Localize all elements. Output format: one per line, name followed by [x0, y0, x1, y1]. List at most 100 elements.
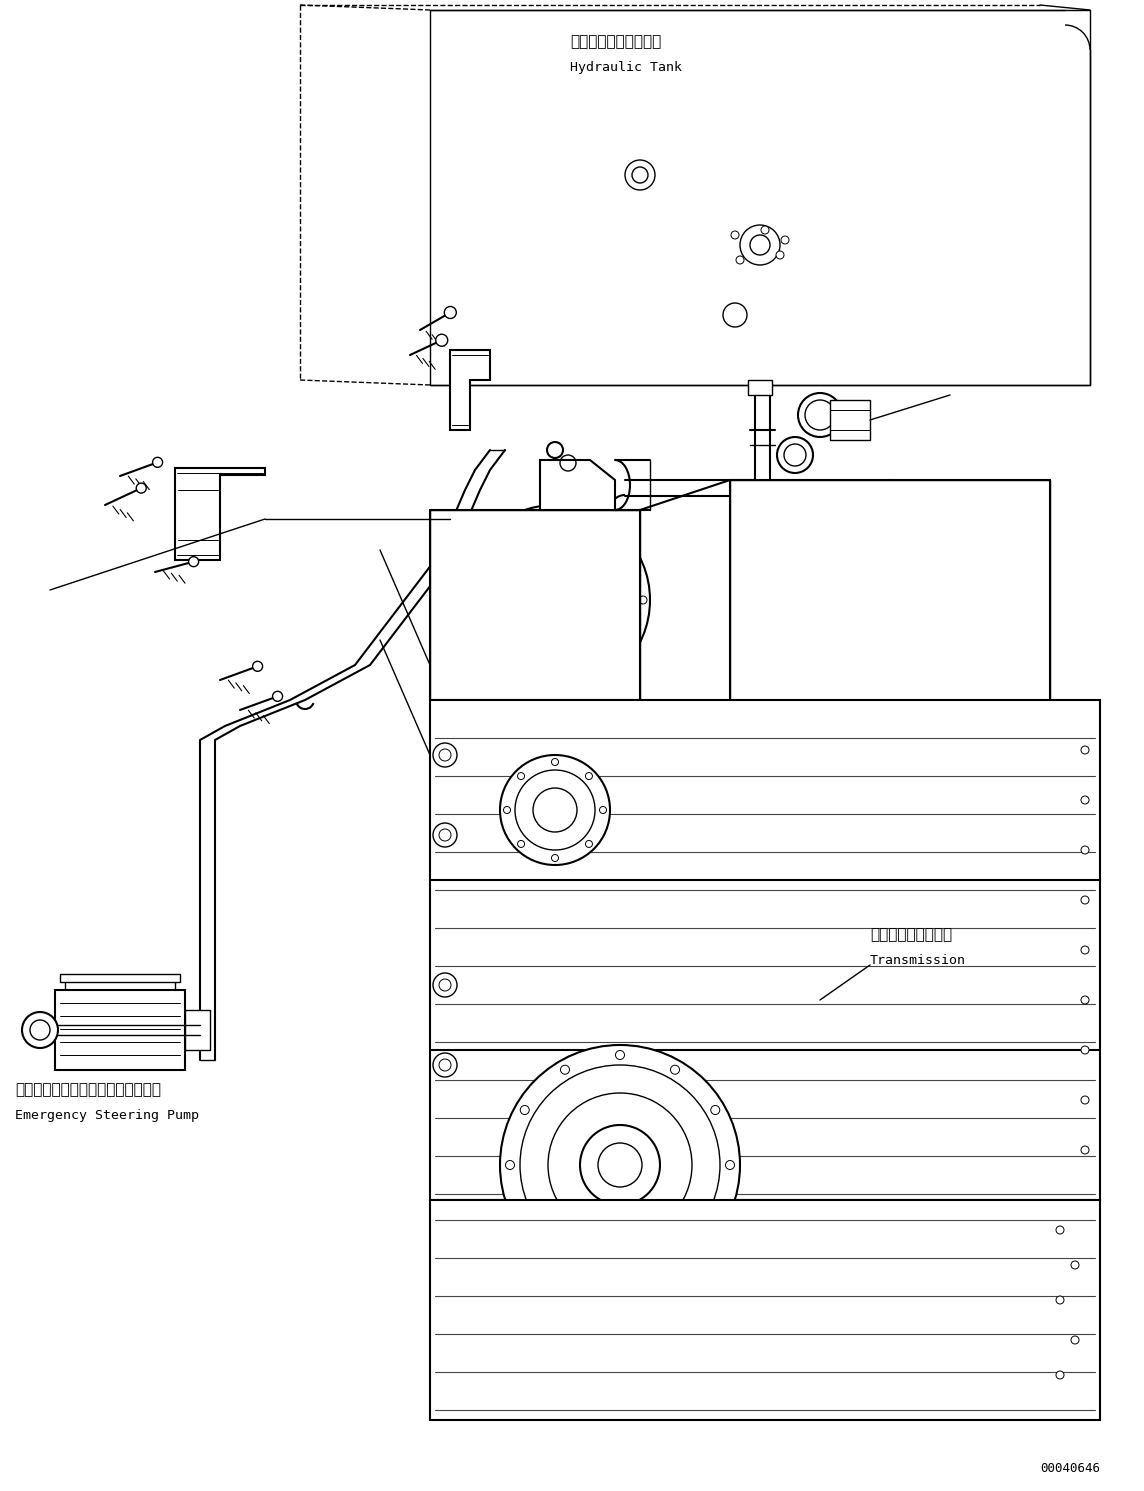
- Circle shape: [503, 807, 510, 814]
- Circle shape: [561, 1255, 570, 1264]
- Circle shape: [152, 458, 162, 467]
- Text: Emergency Steering Pump: Emergency Steering Pump: [15, 1108, 199, 1121]
- Circle shape: [521, 565, 590, 635]
- Circle shape: [253, 662, 263, 671]
- Circle shape: [916, 491, 924, 499]
- Circle shape: [561, 1065, 570, 1074]
- Polygon shape: [185, 1009, 210, 1050]
- Circle shape: [432, 1053, 456, 1077]
- Circle shape: [761, 227, 769, 234]
- Circle shape: [1081, 896, 1089, 904]
- Circle shape: [506, 1160, 515, 1169]
- Circle shape: [710, 1105, 720, 1114]
- Polygon shape: [430, 510, 639, 699]
- Circle shape: [615, 1270, 625, 1279]
- Polygon shape: [175, 468, 265, 561]
- Circle shape: [507, 672, 515, 680]
- Circle shape: [916, 681, 924, 689]
- Circle shape: [533, 789, 577, 832]
- Polygon shape: [540, 461, 615, 510]
- Circle shape: [967, 528, 975, 535]
- Circle shape: [805, 528, 813, 535]
- Circle shape: [432, 743, 456, 766]
- Circle shape: [521, 1215, 530, 1224]
- Text: 00040646: 00040646: [1040, 1461, 1101, 1475]
- Circle shape: [615, 1051, 625, 1060]
- Circle shape: [736, 256, 744, 264]
- Circle shape: [1056, 1226, 1064, 1235]
- Circle shape: [551, 684, 559, 692]
- Circle shape: [781, 236, 789, 245]
- Circle shape: [22, 1012, 58, 1048]
- Circle shape: [432, 823, 456, 847]
- Circle shape: [136, 483, 146, 494]
- Circle shape: [780, 480, 1000, 699]
- Circle shape: [500, 754, 610, 865]
- Circle shape: [731, 231, 739, 239]
- Circle shape: [1071, 1261, 1079, 1269]
- Circle shape: [670, 1255, 680, 1264]
- Circle shape: [272, 692, 283, 701]
- Circle shape: [517, 772, 525, 780]
- Polygon shape: [730, 480, 1050, 720]
- Circle shape: [639, 596, 648, 604]
- Circle shape: [599, 807, 606, 814]
- Circle shape: [1081, 996, 1089, 1003]
- Circle shape: [855, 681, 863, 689]
- Circle shape: [1081, 746, 1089, 754]
- Circle shape: [1081, 945, 1089, 954]
- Circle shape: [786, 586, 794, 593]
- Circle shape: [507, 520, 515, 528]
- Circle shape: [463, 596, 471, 604]
- Circle shape: [725, 1160, 734, 1169]
- Circle shape: [189, 556, 199, 567]
- Circle shape: [855, 491, 863, 499]
- Circle shape: [551, 854, 558, 862]
- Text: Transmission: Transmission: [869, 954, 966, 966]
- Circle shape: [967, 644, 975, 653]
- Circle shape: [432, 974, 456, 997]
- Circle shape: [986, 586, 994, 593]
- Circle shape: [670, 1065, 680, 1074]
- Circle shape: [547, 441, 563, 458]
- Circle shape: [551, 759, 558, 765]
- Circle shape: [1081, 1147, 1089, 1154]
- Circle shape: [586, 841, 593, 847]
- Circle shape: [595, 672, 603, 680]
- Circle shape: [460, 505, 650, 695]
- Circle shape: [805, 644, 813, 653]
- Circle shape: [1081, 1096, 1089, 1103]
- Bar: [59, 974, 180, 983]
- Circle shape: [740, 225, 780, 265]
- Circle shape: [850, 550, 930, 631]
- Circle shape: [710, 1215, 720, 1224]
- Circle shape: [475, 552, 483, 561]
- Circle shape: [444, 307, 456, 319]
- Circle shape: [586, 772, 593, 780]
- Circle shape: [776, 250, 784, 259]
- Circle shape: [1081, 796, 1089, 804]
- Circle shape: [535, 580, 575, 620]
- Text: ハイドロリックタンク: ハイドロリックタンク: [570, 34, 661, 49]
- Circle shape: [521, 1105, 530, 1114]
- Circle shape: [551, 508, 559, 516]
- Bar: [748, 380, 772, 395]
- Circle shape: [627, 552, 635, 561]
- Text: Hydraulic Tank: Hydraulic Tank: [570, 61, 682, 75]
- Circle shape: [723, 303, 747, 327]
- Circle shape: [1056, 1372, 1064, 1379]
- Polygon shape: [430, 1200, 1101, 1419]
- Circle shape: [627, 640, 635, 649]
- Polygon shape: [430, 10, 1090, 385]
- Circle shape: [777, 437, 813, 473]
- Circle shape: [436, 334, 447, 346]
- Circle shape: [1071, 1336, 1079, 1343]
- Polygon shape: [55, 990, 185, 1071]
- Circle shape: [580, 1126, 660, 1205]
- Circle shape: [500, 1045, 740, 1285]
- Polygon shape: [450, 350, 490, 429]
- Circle shape: [1081, 845, 1089, 854]
- Circle shape: [1056, 1296, 1064, 1305]
- Circle shape: [625, 160, 656, 189]
- Polygon shape: [831, 400, 869, 440]
